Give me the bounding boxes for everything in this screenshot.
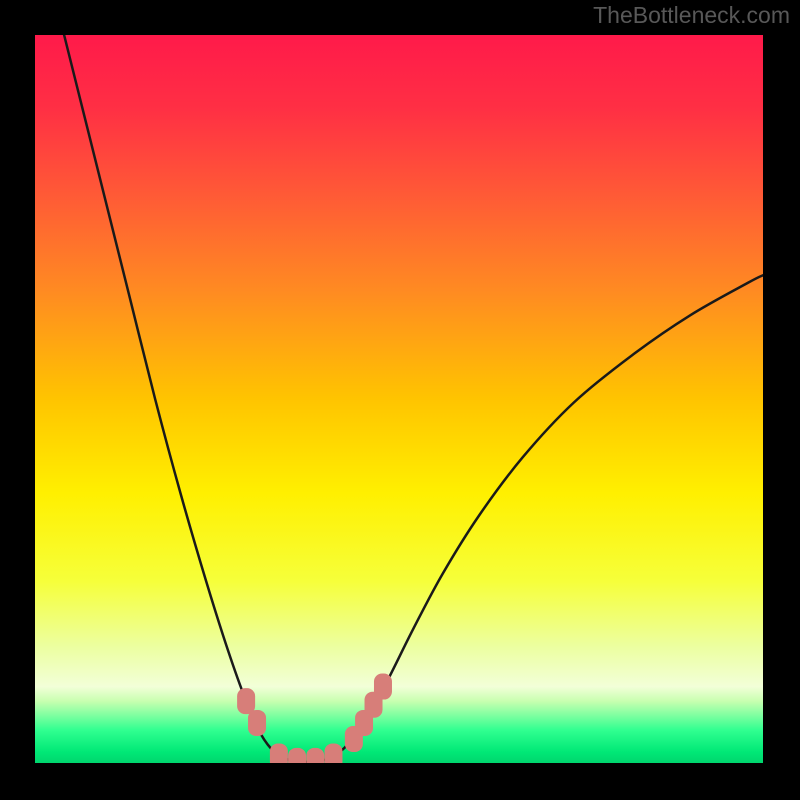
plot-area xyxy=(35,35,763,774)
watermark-text: TheBottleneck.com xyxy=(593,2,790,29)
curve-marker xyxy=(374,674,392,700)
chart-stage: TheBottleneck.com xyxy=(0,0,800,800)
curve-marker xyxy=(248,710,266,736)
chart-svg xyxy=(0,0,800,800)
gradient-background xyxy=(35,35,763,763)
curve-marker xyxy=(237,688,255,714)
